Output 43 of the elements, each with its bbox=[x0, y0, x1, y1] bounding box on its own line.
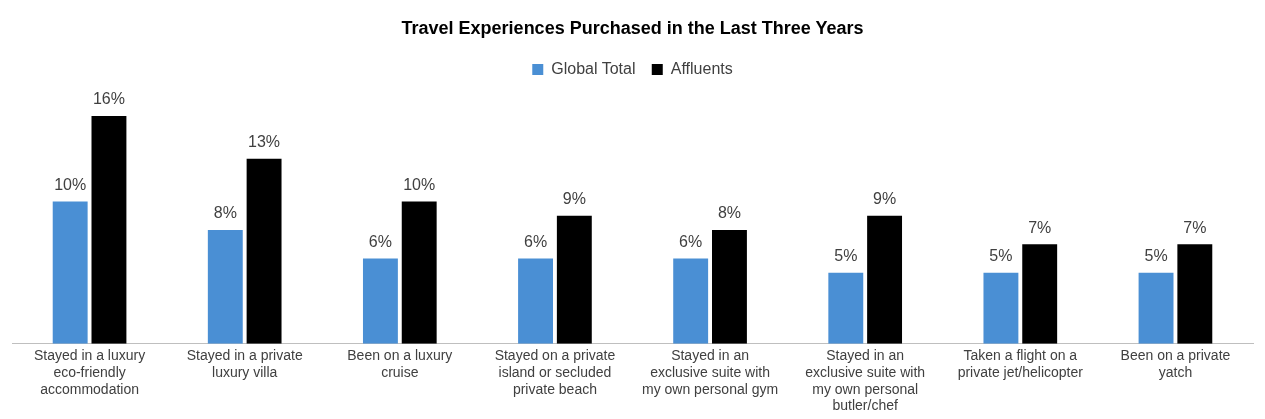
bar bbox=[401, 201, 437, 344]
data-label: 16% bbox=[92, 90, 125, 108]
data-label: 10% bbox=[54, 175, 87, 193]
bar bbox=[673, 258, 709, 344]
data-label: 6% bbox=[368, 232, 392, 250]
bar bbox=[1022, 244, 1058, 344]
x-tick-label: Stayed in an exclusive suite with my own personal gym bbox=[641, 347, 779, 397]
data-label: 6% bbox=[523, 232, 548, 250]
bar bbox=[246, 158, 282, 344]
x-tick-label: Been on a private yatch bbox=[1120, 347, 1231, 380]
x-tick-label: Stayed in a luxury eco-friendly accommodation bbox=[33, 347, 146, 397]
bar bbox=[91, 116, 127, 344]
x-tick-label: Stayed in an exclusive suite with my own personal butler/chef bbox=[805, 347, 926, 414]
data-label: 9% bbox=[562, 190, 586, 208]
data-label: 6% bbox=[679, 232, 703, 250]
data-label: 9% bbox=[873, 190, 897, 208]
data-label: 7% bbox=[1183, 218, 1207, 236]
legend-label: Affluents bbox=[670, 60, 733, 78]
bar bbox=[556, 215, 592, 344]
bar bbox=[1138, 272, 1174, 344]
x-tick-label: Stayed on a private island or secluded private beach bbox=[494, 347, 616, 397]
data-label: 8% bbox=[213, 204, 237, 222]
bar bbox=[867, 215, 903, 344]
bar bbox=[983, 272, 1019, 344]
data-label: 8% bbox=[717, 204, 742, 222]
bar bbox=[362, 258, 398, 344]
data-label: 7% bbox=[1028, 218, 1052, 236]
legend-label: Global Total bbox=[551, 60, 636, 78]
chart-title: Travel Experiences Purchased in the Last Three Years bbox=[401, 17, 864, 38]
x-tick-label: Taken a flight on a private jet/helicopter bbox=[957, 347, 1084, 380]
data-label: 10% bbox=[403, 175, 436, 193]
data-label: 5% bbox=[834, 247, 858, 265]
bar bbox=[207, 229, 243, 344]
x-tick-label: Been on a luxury cruise bbox=[347, 347, 453, 380]
data-label: 5% bbox=[1144, 247, 1168, 265]
bar bbox=[828, 272, 864, 344]
bar bbox=[712, 229, 747, 344]
x-tick-label: Stayed in a private luxury villa bbox=[186, 347, 303, 380]
data-label: 13% bbox=[248, 133, 281, 151]
bar bbox=[518, 258, 553, 344]
bar bbox=[1177, 244, 1213, 344]
data-label: 5% bbox=[989, 247, 1013, 265]
bar bbox=[52, 201, 88, 344]
